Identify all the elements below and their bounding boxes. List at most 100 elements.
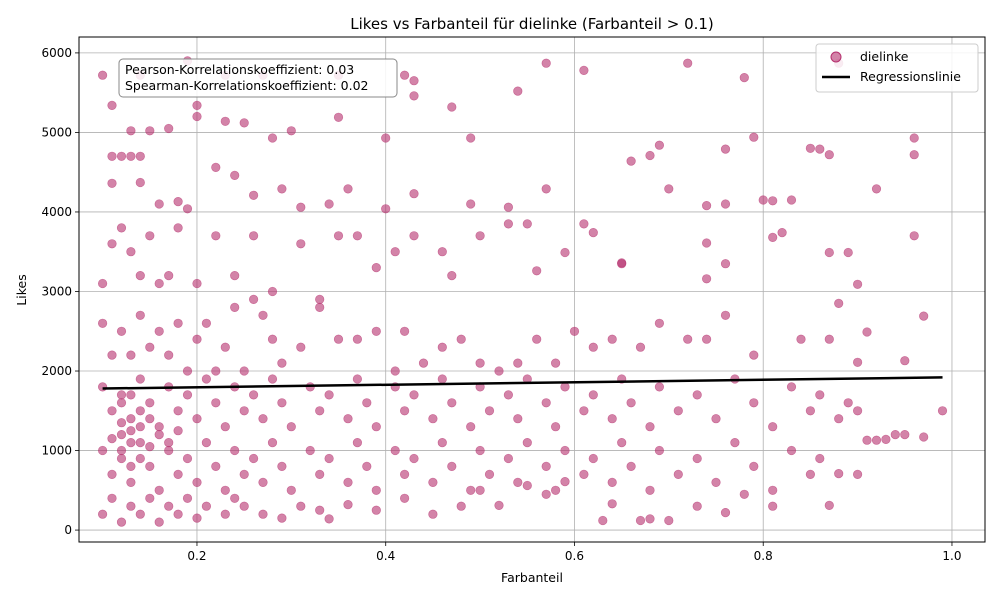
data-point: [843, 247, 853, 258]
data-point: [815, 453, 825, 464]
data-point: [852, 357, 863, 367]
data-point: [466, 485, 476, 495]
data-point: [890, 430, 900, 440]
regression-line: [102, 376, 943, 390]
data-point: [409, 189, 419, 199]
data-point: [116, 453, 127, 464]
data-point: [409, 453, 419, 464]
data-point: [560, 247, 570, 258]
data-point: [796, 334, 806, 344]
legend-label-dielinke: dielinke: [860, 49, 909, 64]
data-point: [437, 342, 447, 352]
data-point: [409, 76, 419, 86]
data-point: [692, 453, 702, 464]
data-point: [173, 406, 183, 416]
data-point: [97, 70, 108, 80]
data-point: [815, 144, 825, 154]
data-point: [192, 414, 202, 424]
data-point: [258, 477, 268, 488]
data-point: [522, 480, 532, 491]
data-point: [230, 445, 240, 456]
data-point: [532, 334, 542, 344]
y-tick-label: 3000: [41, 284, 72, 298]
data-point: [494, 500, 504, 511]
data-point: [296, 501, 306, 511]
data-point: [211, 398, 221, 408]
legend-label-regression: Regressionslinie: [860, 69, 961, 84]
plot-frame: [78, 36, 986, 543]
data-point: [230, 170, 240, 180]
data-point: [579, 469, 589, 480]
data-point: [645, 485, 655, 495]
data-point: [107, 493, 117, 503]
data-point: [107, 406, 117, 416]
data-point: [135, 509, 145, 519]
data-point: [126, 461, 136, 472]
data-point: [768, 196, 778, 206]
data-point: [749, 461, 759, 472]
data-point: [220, 116, 230, 126]
data-point: [135, 438, 145, 448]
data-point: [135, 374, 145, 384]
data-point: [598, 515, 608, 526]
data-point: [333, 334, 344, 344]
x-tick-label: 0.2: [187, 549, 206, 563]
data-point: [352, 334, 363, 344]
data-point: [881, 434, 891, 445]
data-point: [126, 247, 136, 257]
y-tick-label: 0: [64, 523, 72, 537]
data-point: [720, 507, 731, 518]
data-point: [126, 426, 136, 436]
data-point: [447, 271, 457, 281]
data-point: [400, 493, 410, 503]
data-point: [182, 390, 193, 400]
data-point: [683, 58, 693, 68]
data-point: [324, 514, 334, 524]
data-point: [617, 438, 627, 448]
data-point: [267, 438, 278, 448]
data-point: [324, 199, 334, 209]
data-point: [541, 58, 551, 68]
data-point: [371, 263, 381, 273]
data-point: [400, 326, 410, 336]
data-point: [711, 477, 721, 488]
data-point: [381, 204, 391, 214]
data-point: [805, 406, 816, 416]
data-point: [522, 438, 532, 448]
data-point: [239, 118, 249, 128]
data-point: [116, 326, 127, 336]
data-point: [126, 151, 136, 161]
data-point: [258, 310, 268, 320]
data-point: [390, 247, 400, 257]
data-point: [352, 374, 363, 384]
data-point: [588, 342, 598, 352]
data-point: [447, 398, 457, 408]
data-point: [126, 501, 136, 511]
data-point: [126, 126, 136, 136]
data-point: [654, 445, 665, 456]
data-point: [871, 435, 882, 445]
data-point: [409, 390, 419, 400]
data-point: [400, 406, 410, 416]
data-point: [362, 461, 372, 472]
x-tick-label: 0.4: [376, 549, 395, 563]
data-point: [550, 485, 561, 495]
data-point: [852, 279, 863, 289]
data-point: [503, 453, 514, 464]
data-point: [145, 231, 155, 241]
data-point: [456, 501, 466, 511]
data-point: [315, 505, 325, 515]
data-point: [371, 326, 381, 336]
data-point: [249, 390, 259, 400]
data-point: [277, 358, 287, 368]
data-point: [428, 414, 438, 424]
data-point: [343, 414, 353, 424]
data-point: [126, 390, 136, 400]
data-point: [97, 445, 108, 456]
data-point: [588, 228, 598, 238]
data-point: [135, 406, 145, 416]
data-point: [909, 150, 919, 160]
data-point: [749, 350, 759, 360]
data-point: [550, 422, 561, 432]
data-point: [97, 318, 108, 328]
